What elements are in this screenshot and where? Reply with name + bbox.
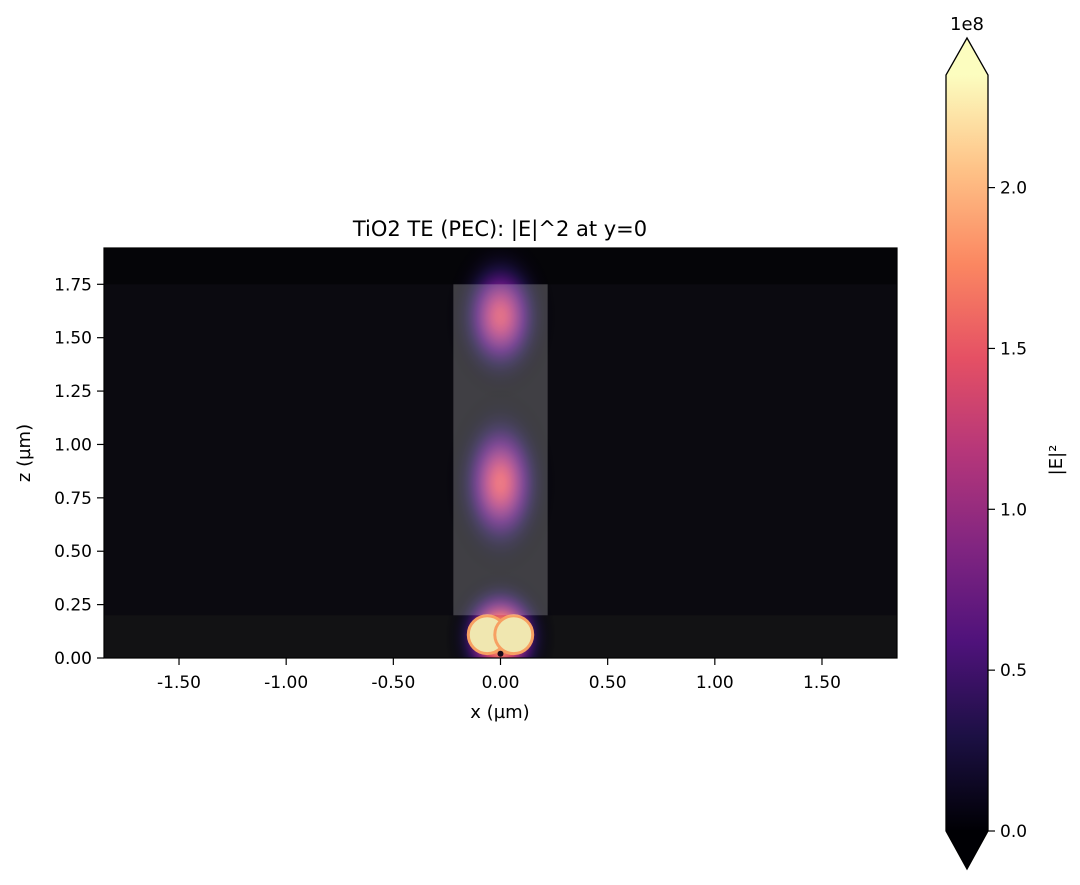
x-tick-label: -1.50: [157, 673, 201, 693]
y-tick-label: 0.00: [54, 649, 92, 669]
x-tick-label: 1.50: [803, 673, 841, 693]
plot-frame: [103, 247, 898, 659]
colorbar-outline: [945, 36, 989, 871]
colorbar: 0.0 0.5 1.0 1.5 2.0 1e8 |E|²: [945, 14, 1067, 871]
y-tick-label: 0.25: [54, 596, 92, 616]
y-tick-label: 1.00: [54, 435, 92, 455]
x-axis: -1.50 -1.00 -0.50 0.00 0.50 1.00 1.50: [157, 658, 841, 693]
field-saturated-lobe: [493, 614, 535, 656]
colorbar-tick-label: 1.5: [1000, 339, 1027, 359]
pillar-overlay: [453, 284, 548, 616]
x-axis-label: x (µm): [470, 702, 529, 723]
y-axis-label: z (µm): [14, 424, 35, 482]
colorbar-ticks: 0.0 0.5 1.0 1.5 2.0: [988, 179, 1027, 842]
x-tick-label: -0.50: [371, 673, 415, 693]
colorbar-tick-label: 2.0: [1000, 179, 1027, 199]
y-axis: 0.00 0.25 0.50 0.75 1.00 1.25 1.50 1.75: [54, 275, 104, 669]
y-tick-label: 0.75: [54, 489, 92, 509]
x-tick-label: -1.00: [264, 673, 308, 693]
field-hotspot: [444, 248, 557, 400]
x-tick-label: 1.00: [696, 673, 734, 693]
x-tick-label: 0.50: [589, 673, 627, 693]
colorbar-multiplier: 1e8: [950, 14, 984, 35]
colorbar-extend-bottom: [946, 831, 988, 869]
chart-title: TiO2 TE (PEC): |E|^2 at y=0: [352, 217, 647, 242]
field-intensity: [444, 248, 557, 658]
region-tio2-pillar: [453, 284, 548, 616]
colorbar-extend-top: [946, 38, 988, 75]
field-null: [497, 650, 504, 657]
y-tick-label: 0.50: [54, 542, 92, 562]
y-tick-label: 1.25: [54, 382, 92, 402]
colorbar-tick-label: 0.5: [1000, 661, 1027, 681]
colorbar-label: |E|²: [1046, 445, 1067, 476]
colorbar-tick-label: 0.0: [1000, 822, 1027, 842]
colorbar-gradient: [946, 75, 988, 831]
y-tick-label: 1.50: [54, 329, 92, 349]
plot-area: [104, 248, 897, 658]
field-hotspot: [444, 388, 557, 578]
colorbar-tick-label: 1.0: [1000, 500, 1027, 520]
y-tick-label: 1.75: [54, 275, 92, 295]
x-tick-label: 0.00: [482, 673, 520, 693]
